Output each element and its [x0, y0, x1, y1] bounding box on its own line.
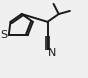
Text: N: N — [48, 48, 56, 58]
Text: S: S — [0, 30, 8, 40]
